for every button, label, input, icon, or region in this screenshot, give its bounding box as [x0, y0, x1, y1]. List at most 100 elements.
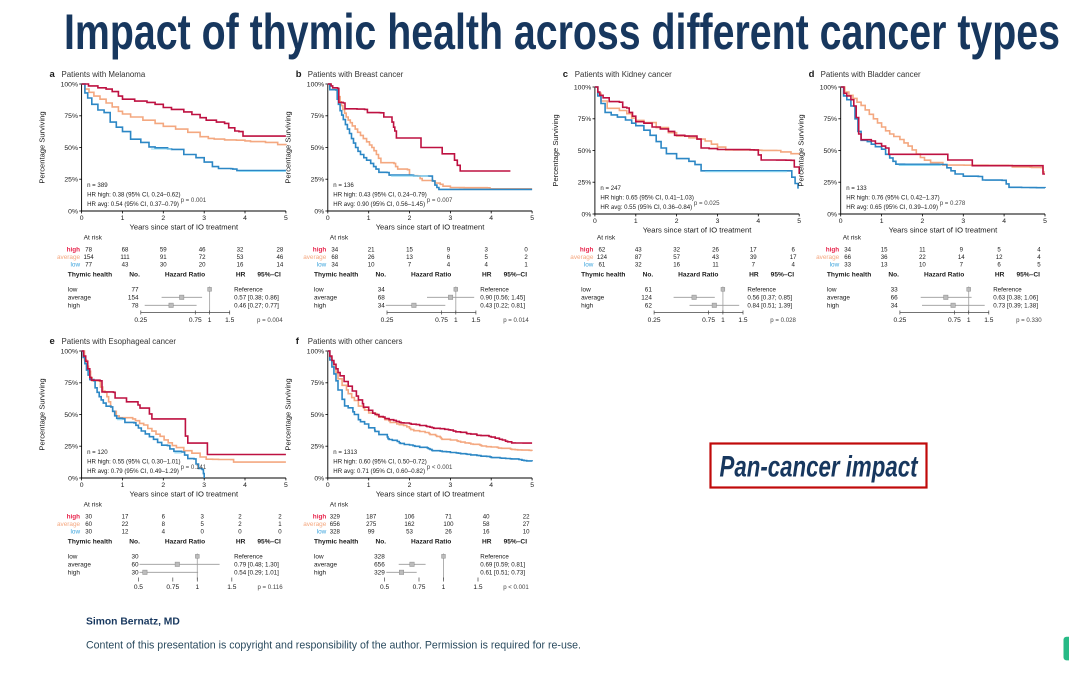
svg-text:0.25: 0.25: [134, 317, 147, 324]
svg-text:high: high: [67, 514, 81, 521]
svg-text:34: 34: [378, 287, 386, 294]
svg-text:95%–CI: 95%–CI: [504, 272, 528, 279]
svg-text:7: 7: [408, 261, 412, 268]
svg-text:0.46 [0.27; 0.77]: 0.46 [0.27; 0.77]: [234, 303, 279, 310]
svg-text:656: 656: [374, 562, 385, 569]
svg-text:8: 8: [162, 521, 166, 528]
svg-text:162: 162: [404, 521, 415, 528]
svg-text:f: f: [296, 336, 300, 347]
svg-text:68: 68: [122, 247, 129, 254]
svg-text:0.75: 0.75: [435, 317, 448, 324]
svg-text:328: 328: [374, 554, 385, 561]
svg-text:58: 58: [483, 521, 490, 528]
svg-text:60: 60: [85, 521, 92, 528]
svg-text:4: 4: [792, 261, 796, 268]
svg-text:HR high: 0.55 (95% CI, 0.30–1.: HR high: 0.55 (95% CI, 0.30–1.01): [87, 459, 181, 466]
svg-text:2: 2: [238, 521, 242, 528]
svg-text:95%–CI: 95%–CI: [1016, 272, 1040, 279]
svg-text:At risk: At risk: [84, 235, 103, 242]
svg-text:9: 9: [960, 247, 964, 254]
svg-text:Hazard Ratio: Hazard Ratio: [165, 272, 205, 279]
svg-text:60: 60: [131, 562, 139, 569]
svg-text:0.25: 0.25: [893, 317, 906, 324]
svg-text:average: average: [314, 562, 338, 569]
svg-text:72: 72: [199, 254, 206, 261]
svg-text:275: 275: [366, 521, 377, 528]
svg-text:0: 0: [278, 528, 282, 535]
svg-text:Percentage Surviving: Percentage Surviving: [284, 378, 293, 450]
svg-text:0.25: 0.25: [648, 317, 661, 324]
svg-text:n = 247: n = 247: [600, 185, 621, 192]
svg-text:0%: 0%: [68, 208, 78, 215]
svg-text:0: 0: [80, 215, 84, 222]
svg-text:50%: 50%: [311, 145, 325, 152]
svg-text:high: high: [314, 570, 327, 577]
svg-text:17: 17: [122, 514, 129, 521]
svg-text:71: 71: [445, 514, 452, 521]
svg-text:78: 78: [131, 303, 139, 310]
svg-text:2: 2: [408, 215, 412, 222]
svg-text:5: 5: [997, 247, 1001, 254]
svg-text:Reference: Reference: [234, 554, 263, 561]
svg-text:34: 34: [331, 261, 338, 268]
svg-text:5: 5: [284, 482, 288, 489]
svg-text:high: high: [826, 247, 840, 254]
svg-text:Thymic health: Thymic health: [68, 539, 112, 546]
svg-text:d: d: [809, 69, 815, 80]
svg-text:14: 14: [958, 254, 965, 261]
svg-text:high: high: [580, 247, 594, 254]
svg-text:high: high: [313, 247, 327, 254]
svg-text:Patients with other cancers: Patients with other cancers: [308, 337, 403, 346]
svg-text:Patients with Melanoma: Patients with Melanoma: [62, 70, 146, 79]
svg-text:0%: 0%: [68, 475, 78, 482]
svg-text:0: 0: [839, 218, 843, 225]
svg-text:HR high: 0.60 (95% CI, 0.50–0.: HR high: 0.60 (95% CI, 0.50–0.72): [333, 459, 427, 466]
svg-text:100%: 100%: [820, 84, 837, 91]
svg-text:34: 34: [844, 247, 851, 254]
svg-text:34: 34: [891, 303, 899, 310]
svg-text:100: 100: [443, 521, 454, 528]
svg-text:0%: 0%: [827, 211, 837, 218]
svg-text:25%: 25%: [311, 444, 325, 451]
svg-text:Reference: Reference: [747, 287, 776, 294]
svg-text:4: 4: [162, 528, 166, 535]
svg-text:2: 2: [161, 215, 165, 222]
svg-text:average: average: [570, 254, 594, 261]
svg-text:0.56 [0.37; 0.85]: 0.56 [0.37; 0.85]: [747, 295, 792, 302]
svg-text:high: high: [827, 303, 840, 310]
svg-text:average: average: [68, 562, 92, 569]
svg-text:0: 0: [326, 482, 330, 489]
svg-text:p = 0.330: p = 0.330: [1016, 317, 1042, 324]
svg-text:Thymic health: Thymic health: [314, 539, 358, 546]
svg-text:average: average: [57, 254, 81, 261]
svg-text:average: average: [68, 295, 92, 302]
svg-text:5: 5: [1043, 218, 1047, 225]
svg-text:5: 5: [530, 215, 534, 222]
svg-text:average: average: [57, 521, 81, 528]
svg-text:16: 16: [673, 261, 680, 268]
svg-text:30: 30: [131, 554, 139, 561]
svg-text:61: 61: [645, 287, 653, 294]
svg-text:1: 1: [442, 584, 446, 591]
svg-text:6: 6: [447, 254, 451, 261]
svg-text:low: low: [584, 261, 594, 268]
svg-text:100%: 100%: [61, 348, 78, 355]
svg-text:75%: 75%: [823, 116, 837, 123]
svg-text:50%: 50%: [823, 148, 837, 155]
svg-text:53: 53: [406, 528, 413, 535]
svg-text:p = 0.007: p = 0.007: [427, 197, 453, 204]
svg-text:59: 59: [160, 247, 167, 254]
svg-text:HR avg: 0.90 (95% CI, 0.56–1.4: HR avg: 0.90 (95% CI, 0.56–1.45): [333, 201, 425, 208]
svg-text:0.75: 0.75: [702, 317, 715, 324]
svg-text:0: 0: [80, 482, 84, 489]
svg-text:0.75: 0.75: [166, 584, 179, 591]
svg-text:100%: 100%: [574, 84, 591, 91]
svg-text:1: 1: [121, 215, 125, 222]
svg-text:27: 27: [523, 521, 530, 528]
svg-text:low: low: [317, 261, 327, 268]
svg-text:328: 328: [330, 528, 341, 535]
svg-text:154: 154: [84, 254, 95, 261]
svg-text:At risk: At risk: [597, 235, 616, 242]
svg-text:0: 0: [326, 215, 330, 222]
svg-text:20: 20: [199, 261, 206, 268]
